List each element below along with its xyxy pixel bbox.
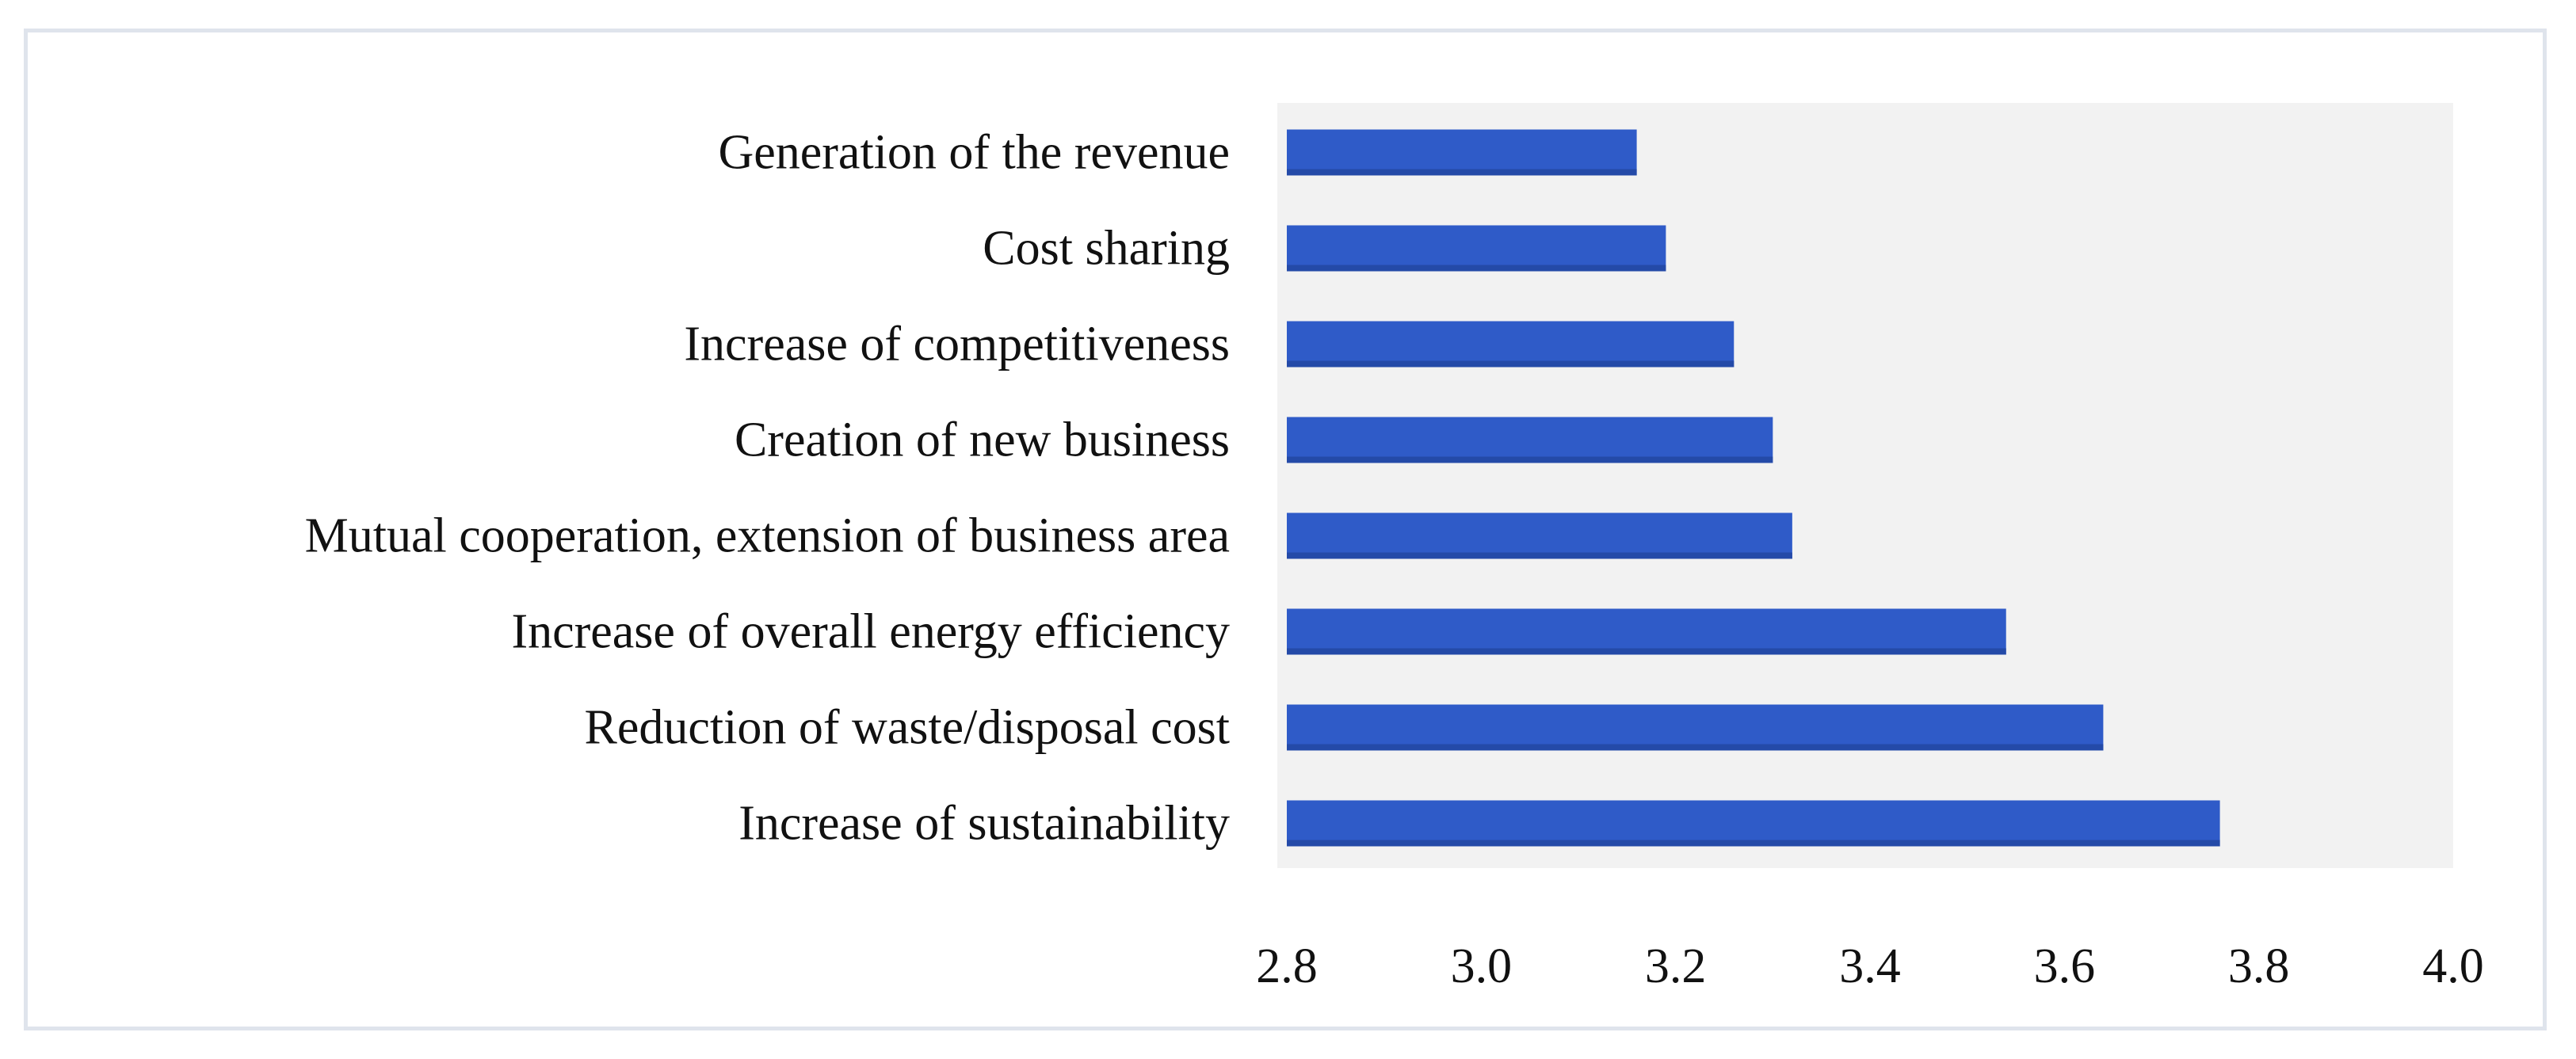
bar-shade <box>1287 265 1666 272</box>
category-label: Creation of new business <box>735 413 1230 467</box>
category-label: Increase of overall energy efficiency <box>511 605 1230 659</box>
x-tick-label: 3.8 <box>2228 939 2290 993</box>
bar <box>1287 800 2220 847</box>
bar-shade <box>1287 552 1792 559</box>
category-label: Reduction of waste/disposal cost <box>585 701 1230 755</box>
bar <box>1287 512 1792 559</box>
bar <box>1287 417 1773 463</box>
bar <box>1287 704 2104 751</box>
bar <box>1287 225 1666 272</box>
category-label: Mutual cooperation, extension of busines… <box>305 509 1230 563</box>
category-label: Increase of sustainability <box>738 797 1230 851</box>
x-tick-label: 3.4 <box>1839 939 1901 993</box>
category-labels: Generation of the revenue Cost sharing Inc… <box>305 126 1230 851</box>
bar <box>1287 321 1735 368</box>
bar-shade <box>1287 648 2006 655</box>
x-axis-tick-labels: 2.8 3.0 3.2 3.4 3.6 3.8 4.0 <box>1256 939 2484 993</box>
bar-shade <box>1287 456 1773 463</box>
bar-shade <box>1287 169 1637 176</box>
x-tick-label: 4.0 <box>2422 939 2484 993</box>
category-label: Generation of the revenue <box>718 126 1230 180</box>
x-tick-label: 2.8 <box>1256 939 1318 993</box>
bar <box>1287 608 2006 655</box>
bar-shade <box>1287 744 2104 751</box>
bars-group <box>1287 129 2220 847</box>
x-tick-label: 3.6 <box>2034 939 2096 993</box>
bar-shade <box>1287 360 1735 368</box>
category-label: Increase of competitiveness <box>684 318 1230 371</box>
category-label: Cost sharing <box>983 222 1230 276</box>
x-tick-label: 3.2 <box>1645 939 1707 993</box>
plot-area <box>1277 103 2453 868</box>
x-tick-label: 3.0 <box>1451 939 1513 993</box>
bar-shade <box>1287 840 2220 847</box>
bar <box>1287 129 1637 176</box>
